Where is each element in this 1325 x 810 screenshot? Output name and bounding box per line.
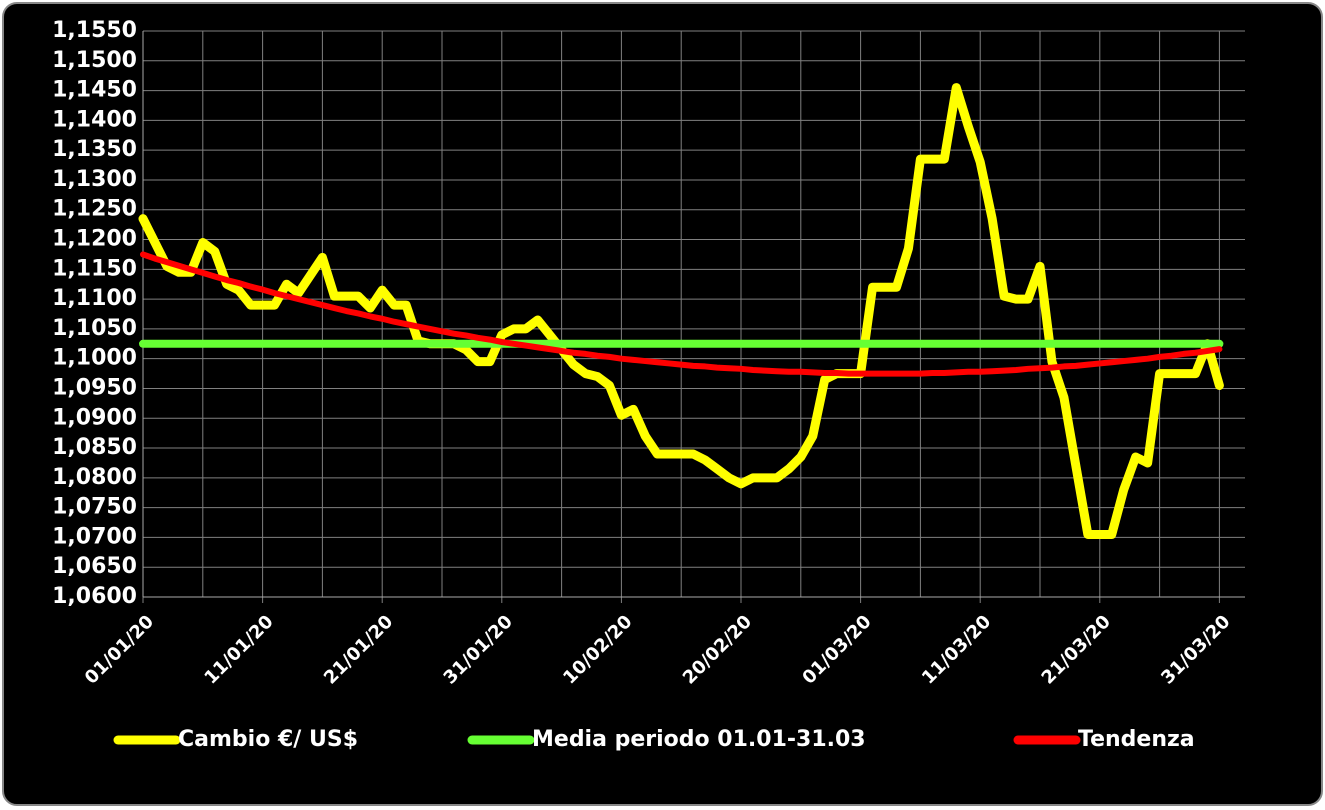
y-tick-label: 1,0750 (52, 495, 137, 520)
y-tick-label: 1,0650 (52, 554, 137, 579)
y-tick-label: 1,1300 (52, 167, 137, 192)
legend-label: Media periodo 01.01-31.03 (532, 727, 866, 752)
y-tick-label: 1,0950 (52, 375, 137, 400)
y-tick-label: 1,1050 (52, 316, 137, 341)
y-tick-label: 1,0800 (52, 465, 137, 490)
y-tick-label: 1,1100 (52, 286, 137, 311)
series-line (138, 83, 1224, 539)
y-tick-label: 1,0900 (52, 405, 137, 430)
y-tick-label: 1,1150 (52, 256, 137, 281)
y-tick-label: 1,0600 (52, 584, 137, 609)
legend-label: Tendenza (1078, 727, 1195, 752)
y-tick-label: 1,0850 (52, 435, 137, 460)
y-tick-label: 1,1500 (52, 48, 137, 73)
y-tick-label: 1,1000 (52, 346, 137, 371)
series-line (140, 251, 1223, 377)
y-tick-label: 1,1400 (52, 107, 137, 132)
y-tick-label: 1,1200 (52, 227, 137, 252)
legend-label: Cambio €/ US$ (178, 727, 358, 752)
y-tick-label: 1,1250 (52, 197, 137, 222)
y-tick-label: 1,0700 (52, 524, 137, 549)
y-tick-label: 1,1450 (52, 78, 137, 103)
y-tick-label: 1,1550 (52, 18, 137, 43)
y-tick-label: 1,1350 (52, 137, 137, 162)
